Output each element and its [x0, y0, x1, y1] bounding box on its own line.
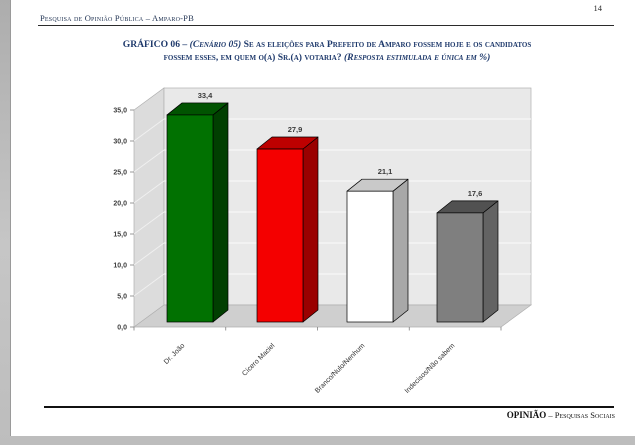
viewer-bottom-edge	[10, 435, 635, 445]
category-label: Dr. João	[163, 342, 186, 365]
bar-front-face	[166, 114, 214, 323]
category-label: Branco/Nulo/Nenhum	[314, 342, 366, 394]
y-tick-label: 25,0	[113, 170, 127, 177]
running-header-text: Pesquisa de Opinião Pública – Amparo-PB	[40, 13, 194, 23]
heading-scenario: (Cenário 05)	[189, 39, 242, 50]
value-label: 33,4	[198, 91, 213, 100]
wall-left	[133, 87, 165, 328]
gridline-side	[133, 242, 165, 266]
footer-rule	[44, 406, 614, 408]
chart-area: 0,0 5,0 10,0 15,0 20,0 25,0 30,0 35,0 33,4 Dr. Jo…	[96, 84, 541, 406]
category-label: Cícero Maciel	[241, 342, 277, 378]
y-tick-label: 0,0	[117, 325, 127, 332]
y-tick-label: 5,0	[117, 294, 127, 301]
footer-brand: OPINIÃO	[506, 410, 547, 420]
header-rule	[38, 25, 614, 26]
y-tick-label: 20,0	[113, 201, 127, 208]
vote-intention-3d-bar-chart: 0,0 5,0 10,0 15,0 20,0 25,0 30,0 35,0 33,4 Dr. Jo…	[113, 87, 533, 395]
page-number: 14	[593, 3, 603, 13]
value-label: 17,6	[468, 189, 483, 198]
footer: OPINIÃO – Pesquisas Sociais	[507, 410, 615, 420]
chart-heading-line1: GRÁFICO 06 – (Cenário 05) Se as eleições…	[38, 38, 616, 51]
gridline-side	[133, 118, 165, 142]
bar-3-Branco/Nulo/Nenhum	[346, 178, 409, 323]
gridline-side	[133, 273, 165, 297]
chart-heading: GRÁFICO 06 – (Cenário 05) Se as eleições…	[38, 38, 616, 64]
value-label: 21,1	[378, 167, 393, 176]
bar-side-face	[392, 178, 409, 323]
chart-heading-line2: fossem esses, em quem o(a) Sr.(a) votari…	[38, 51, 616, 64]
category-label: Indecisos/Não sabem	[404, 342, 457, 395]
viewer-left-edge	[0, 0, 11, 445]
heading-note: (Resposta estimulada e única em %)	[343, 52, 491, 63]
chart-floor	[132, 304, 533, 328]
bar-side-face	[482, 200, 499, 323]
y-tick-label: 35,0	[113, 108, 127, 115]
running-header: Pesquisa de Opinião Pública – Amparo-PB	[40, 13, 194, 23]
bar-1-Dr. João	[166, 102, 229, 323]
y-tick-label: 10,0	[113, 263, 127, 270]
y-tick-label: 15,0	[113, 232, 127, 239]
document-page: 14 Pesquisa de Opinião Pública – Amparo-…	[11, 0, 635, 436]
y-tick-label: 30,0	[113, 139, 127, 146]
gridline-side	[133, 149, 165, 173]
footer-brand-suffix: – Pesquisas Sociais	[546, 410, 615, 420]
bar-4-Indecisos/Não sabem	[436, 200, 499, 323]
heading-question-part1: Se as eleições para Prefeito de Amparo f…	[241, 39, 532, 50]
value-label: 27,9	[288, 125, 303, 134]
bar-2-Cícero Maciel	[256, 136, 319, 323]
bar-front-face	[256, 148, 304, 323]
heading-label: GRÁFICO 06 –	[122, 39, 190, 50]
bar-front-face	[436, 212, 484, 323]
gridline-side	[133, 211, 165, 235]
gridline-side	[133, 180, 165, 204]
bar-front-face	[346, 190, 394, 323]
bar-side-face	[302, 136, 319, 323]
heading-question-part2: fossem esses, em quem o(a) Sr.(a) votari…	[163, 52, 344, 63]
bar-side-face	[212, 102, 229, 323]
